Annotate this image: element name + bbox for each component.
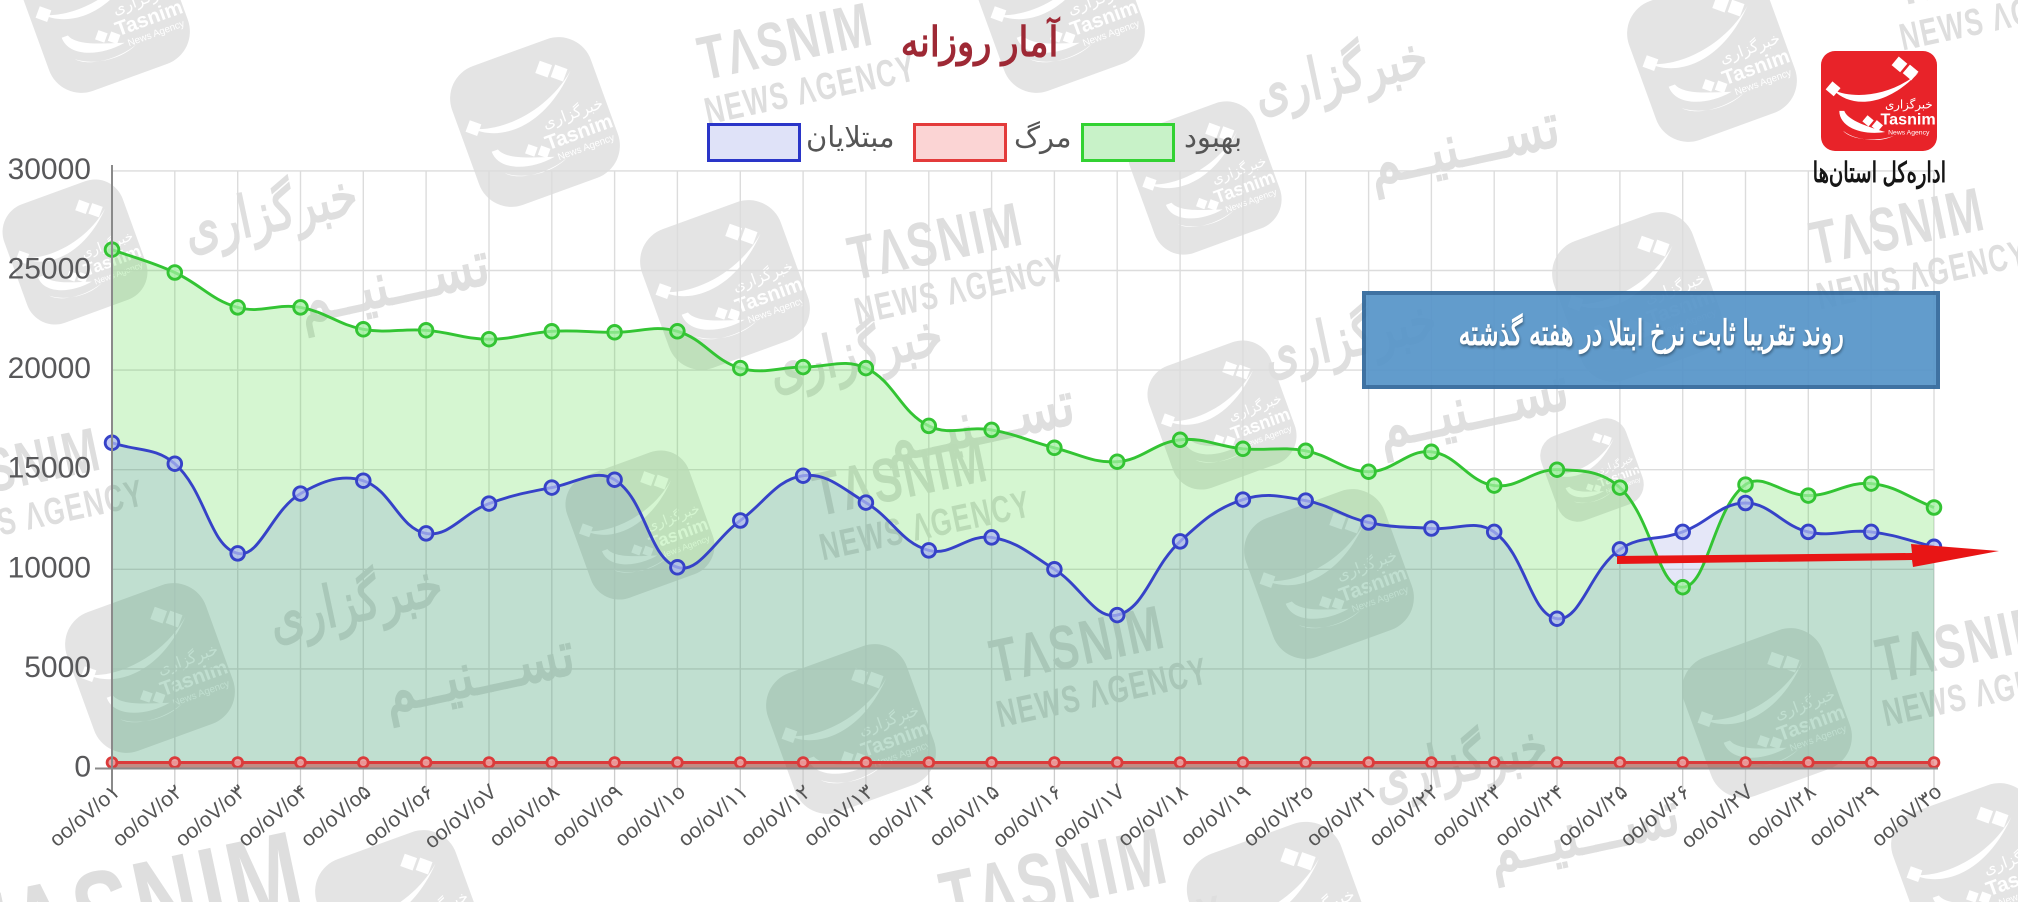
svg-text:oo/oV/o۱: oo/oV/o۱ bbox=[45, 780, 124, 851]
svg-text:oo/oV/۲۲: oo/oV/۲۲ bbox=[1365, 780, 1444, 851]
svg-text:0: 0 bbox=[74, 751, 91, 784]
svg-text:oo/oV/۱o: oo/oV/۱o bbox=[611, 780, 690, 851]
svg-text:oo/oV/۲۵: oo/oV/۲۵ bbox=[1554, 780, 1633, 851]
svg-text:oo/oV/۱۳: oo/oV/۱۳ bbox=[800, 780, 879, 851]
svg-text:15000: 15000 bbox=[8, 452, 91, 485]
svg-text:oo/oV/o۵: oo/oV/o۵ bbox=[297, 780, 376, 851]
svg-text:oo/oV/۲۱: oo/oV/۲۱ bbox=[1302, 780, 1381, 851]
svg-text:25000: 25000 bbox=[8, 253, 91, 286]
svg-text:5000: 5000 bbox=[24, 651, 91, 684]
svg-text:oo/oV/۲o: oo/oV/۲o bbox=[1239, 780, 1318, 851]
svg-text:10000: 10000 bbox=[8, 551, 91, 584]
svg-text:oo/oV/o۹: oo/oV/o۹ bbox=[548, 780, 627, 851]
svg-text:oo/oV/o۳: oo/oV/o۳ bbox=[171, 780, 250, 851]
svg-text:oo/oV/۲۹: oo/oV/۲۹ bbox=[1805, 780, 1884, 851]
svg-text:oo/oV/۱۱: oo/oV/۱۱ bbox=[674, 780, 753, 851]
svg-text:oo/oV/۱۸: oo/oV/۱۸ bbox=[1114, 780, 1193, 851]
svg-text:oo/oV/۲۴: oo/oV/۲۴ bbox=[1491, 780, 1570, 851]
svg-text:oo/oV/۳o: oo/oV/۳o bbox=[1867, 780, 1946, 851]
svg-text:oo/oV/۱۲: oo/oV/۱۲ bbox=[737, 780, 816, 851]
svg-text:oo/oV/۲۸: oo/oV/۲۸ bbox=[1742, 780, 1821, 851]
svg-text:oo/oV/o۴: oo/oV/o۴ bbox=[234, 780, 313, 851]
svg-text:oo/oV/o۲: oo/oV/o۲ bbox=[108, 780, 187, 851]
svg-text:oo/oV/o۸: oo/oV/o۸ bbox=[485, 780, 564, 851]
svg-text:oo/oV/۲۳: oo/oV/۲۳ bbox=[1428, 780, 1507, 851]
svg-text:oo/oV/۱۵: oo/oV/۱۵ bbox=[925, 780, 1004, 851]
svg-text:oo/oV/۱۴: oo/oV/۱۴ bbox=[862, 780, 941, 851]
svg-text:oo/oV/۱۹: oo/oV/۱۹ bbox=[1177, 780, 1256, 851]
svg-text:30000: 30000 bbox=[8, 153, 91, 186]
svg-text:20000: 20000 bbox=[8, 352, 91, 385]
